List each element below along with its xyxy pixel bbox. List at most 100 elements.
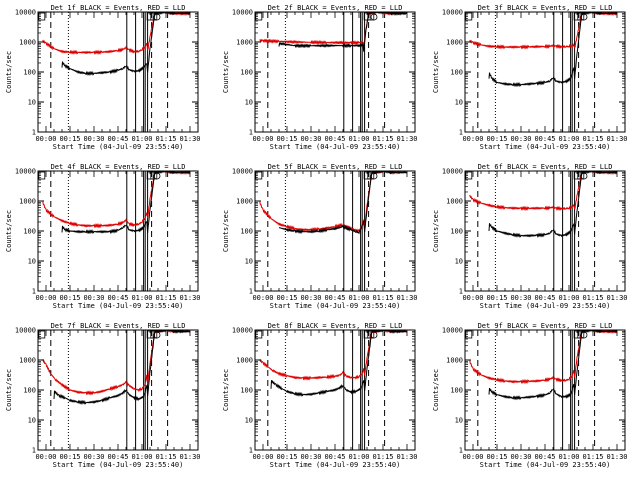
y-tick-label: 1 <box>459 447 463 455</box>
x-axis-label: Start Time (04-Jul-09 23:55:40) <box>480 143 611 151</box>
x-tick-label: 00:45 <box>324 294 345 302</box>
detector-panel-3: Det 3f BLACK = Events, RED = LLD 1 10 100 10… <box>432 4 628 151</box>
x-tick-label: 01:00 <box>558 135 579 143</box>
x-tick-label: 00:30 <box>300 453 321 461</box>
y-axis-label: Counts/sec <box>432 369 440 411</box>
plot-area <box>38 330 191 450</box>
panel-title: Det 3f BLACK = Events, RED = LLD <box>478 4 613 12</box>
x-tick-label: 01:15 <box>155 453 176 461</box>
x-tick-label: 00:30 <box>300 135 321 143</box>
x-axis-label: Start Time (04-Jul-09 23:55:40) <box>480 302 611 310</box>
y-tick-label: 10 <box>455 258 463 266</box>
x-tick-label: 00:15 <box>59 135 80 143</box>
y-tick-label: 10000 <box>15 9 36 17</box>
panel-title: Det 1f BLACK = Events, RED = LLD <box>51 4 186 12</box>
x-tick-label: 00:00 <box>35 294 56 302</box>
y-tick-label: 1000 <box>236 198 253 206</box>
x-tick-label: 00:15 <box>276 453 297 461</box>
y-tick-label: 10 <box>455 99 463 107</box>
x-tick-label: 00:45 <box>107 135 128 143</box>
y-axis-label: Counts/sec <box>222 51 230 93</box>
y-tick-label: 1000 <box>236 357 253 365</box>
x-tick-label: 00:30 <box>83 135 104 143</box>
x-tick-label: 00:15 <box>486 135 507 143</box>
panel-title: Det 2f BLACK = Events, RED = LLD <box>268 4 403 12</box>
panel-title: Det 9f BLACK = Events, RED = LLD <box>478 322 613 330</box>
y-tick-label: 10000 <box>232 168 253 176</box>
x-tick-label: 01:30 <box>606 294 627 302</box>
x-axis-label: Start Time (04-Jul-09 23:55:40) <box>270 461 401 469</box>
detector-panel-8: Det 8f BLACK = Events, RED = LLD 1 10 100 10… <box>222 322 418 469</box>
x-tick-label: 01:00 <box>348 135 369 143</box>
lld-series-line <box>42 171 191 229</box>
x-tick-label: 00:45 <box>534 294 555 302</box>
events-series-line <box>488 12 618 88</box>
y-tick-label: 10 <box>455 417 463 425</box>
panel-title: Det 5f BLACK = Events, RED = LLD <box>268 163 403 171</box>
x-tick-label: 00:30 <box>510 135 531 143</box>
detector-panel-4: Det 4f BLACK = Events, RED = LLD 1 10 100 10… <box>5 163 201 310</box>
x-axis-label: Start Time (04-Jul-09 23:55:40) <box>270 302 401 310</box>
y-axis-label: Counts/sec <box>5 210 13 252</box>
y-tick-label: 1000 <box>19 39 36 47</box>
plot-area <box>38 12 191 132</box>
x-tick-label: 00:00 <box>252 294 273 302</box>
lld-series-line <box>259 171 408 234</box>
detector-panel-5: Det 5f BLACK = Events, RED = LLD 1 10 100 10… <box>222 163 418 310</box>
y-tick-label: 1000 <box>446 39 463 47</box>
y-tick-label: 100 <box>450 69 463 77</box>
y-tick-label: 10000 <box>15 327 36 335</box>
x-tick-label: 00:15 <box>276 135 297 143</box>
x-tick-label: 00:30 <box>83 294 104 302</box>
x-tick-label: 00:45 <box>324 135 345 143</box>
events-series-line <box>278 171 408 235</box>
y-tick-label: 100 <box>240 228 253 236</box>
axes-frame <box>464 11 626 133</box>
y-tick-label: 10000 <box>442 327 463 335</box>
y-tick-label: 1000 <box>19 198 36 206</box>
x-tick-label: 00:30 <box>510 294 531 302</box>
x-tick-label: 01:30 <box>396 135 417 143</box>
x-tick-label: 00:00 <box>252 453 273 461</box>
events-series-line <box>488 330 618 401</box>
plot-area <box>255 330 408 450</box>
y-tick-label: 1 <box>249 447 253 455</box>
y-tick-label: 100 <box>450 228 463 236</box>
y-tick-label: 10 <box>245 258 253 266</box>
events-series-line <box>53 330 191 405</box>
axes-frame <box>254 170 416 292</box>
y-tick-label: 10 <box>245 417 253 425</box>
x-tick-label: 00:00 <box>462 135 483 143</box>
x-tick-label: 00:00 <box>462 294 483 302</box>
plot-area <box>38 171 191 291</box>
events-series-line <box>61 12 191 76</box>
y-axis-label: Counts/sec <box>432 51 440 93</box>
x-tick-label: 01:30 <box>606 453 627 461</box>
x-tick-label: 01:15 <box>582 135 603 143</box>
y-tick-label: 1 <box>249 129 253 137</box>
x-tick-label: 00:00 <box>35 453 56 461</box>
x-tick-label: 00:30 <box>300 294 321 302</box>
y-tick-label: 100 <box>23 228 36 236</box>
x-tick-label: 00:00 <box>462 453 483 461</box>
x-axis-label: Start Time (04-Jul-09 23:55:40) <box>53 302 184 310</box>
plot-area <box>255 171 408 291</box>
x-tick-label: 01:30 <box>179 453 200 461</box>
x-axis-label: Start Time (04-Jul-09 23:55:40) <box>53 143 184 151</box>
y-tick-label: 10000 <box>15 168 36 176</box>
x-tick-label: 00:45 <box>107 453 128 461</box>
x-tick-label: 01:00 <box>131 453 152 461</box>
x-tick-label: 01:15 <box>372 294 393 302</box>
y-tick-label: 1 <box>32 129 36 137</box>
y-tick-label: 1000 <box>236 39 253 47</box>
y-axis-label: Counts/sec <box>5 369 13 411</box>
events-series-line <box>61 171 191 235</box>
axes-frame <box>37 11 199 133</box>
x-tick-label: 01:30 <box>396 294 417 302</box>
plot-area <box>255 12 408 132</box>
x-tick-label: 00:30 <box>83 453 104 461</box>
x-tick-label: 00:45 <box>324 453 345 461</box>
y-tick-label: 1 <box>32 288 36 296</box>
x-tick-label: 00:30 <box>510 453 531 461</box>
x-tick-label: 01:15 <box>372 453 393 461</box>
